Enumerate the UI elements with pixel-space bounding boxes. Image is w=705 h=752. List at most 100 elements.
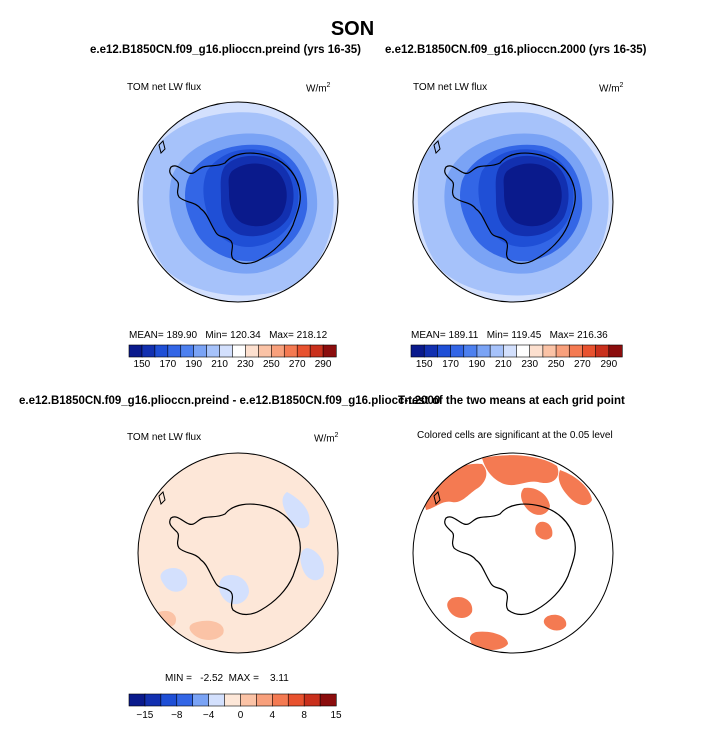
colorbar-tick-label: 270 (288, 359, 306, 370)
colorbar-tick-label: −15 (136, 710, 154, 721)
colorbar-swatch (608, 344, 623, 358)
panel2-units: W/m2 (599, 82, 624, 95)
colorbar-swatch (193, 344, 208, 358)
colorbar-swatch (568, 344, 584, 358)
colorbar-swatch (555, 344, 570, 358)
colorbar-swatch (167, 344, 182, 358)
panel3-coastline (169, 503, 301, 616)
panel3-colorbar-labels: −15 −8 −4 0 4 8 15 (129, 710, 341, 724)
panel3-map-border (137, 452, 339, 654)
panel4-sig-patch-6 (447, 596, 473, 618)
colorbar-swatch (303, 693, 321, 707)
colorbar-swatch (529, 344, 544, 358)
colorbar-tick-label: 4 (269, 710, 276, 721)
colorbar-swatch (309, 344, 324, 358)
panel3-neg-patch-3 (219, 574, 249, 605)
panel3-stats: MIN = -2.52 MAX = 3.11 (165, 673, 289, 684)
colorbar-swatch (144, 693, 162, 707)
panel1-field-core (228, 163, 287, 227)
colorbar-swatch (542, 344, 557, 358)
colorbar-tick-label: 270 (574, 359, 591, 370)
panel2-variable: TOM net LW flux (413, 82, 488, 93)
panel1-units: W/m2 (306, 82, 331, 95)
panel2-coast-fragment (433, 140, 441, 154)
colorbar-swatch (296, 344, 311, 358)
panel3-variable: TOM net LW flux (127, 432, 202, 443)
colorbar-swatch (595, 344, 610, 358)
colorbar-swatch (176, 693, 194, 707)
colorbar-tick-label: 150 (133, 359, 151, 370)
colorbar-swatch (180, 344, 195, 358)
colorbar-tick-label: −4 (202, 710, 215, 721)
colorbar-swatch (271, 344, 285, 358)
panel4-sig-patch-1 (422, 463, 487, 510)
colorbar-tick-label: 250 (547, 359, 565, 370)
colorbar-swatch (287, 693, 305, 707)
panel3-coast-fragment (158, 491, 166, 505)
colorbar-tick-label: 190 (185, 359, 203, 370)
colorbar-swatch (258, 344, 272, 358)
colorbar-tick-label: 0 (237, 710, 244, 721)
panel3-colorbar (128, 693, 337, 707)
panel1-variable: TOM net LW flux (127, 82, 202, 93)
panel4-title: T-test of the two means at each grid poi… (398, 395, 625, 407)
colorbar-swatch (240, 693, 257, 707)
colorbar-swatch (219, 344, 234, 358)
colorbar-tick-label: 230 (237, 359, 254, 370)
panel2-colorbar-labels: 150 170 190 210 230 250 270 290 (411, 359, 622, 373)
colorbar-swatch (516, 344, 531, 358)
colorbar-swatch (476, 344, 491, 358)
colorbar-tick-label: 230 (521, 359, 539, 370)
panel2-map (412, 101, 614, 303)
panel1-map-border (137, 101, 339, 303)
panel1-coastline (169, 152, 301, 265)
colorbar-swatch (256, 693, 273, 707)
colorbar-swatch (192, 693, 210, 707)
panel4-map-border (412, 452, 614, 654)
colorbar-swatch (463, 344, 478, 358)
colorbar-swatch (410, 344, 425, 358)
panel2-field-core (503, 163, 562, 227)
panel4-sig-patch-4 (558, 470, 592, 506)
panel2-title: e.e12.B1850CN.f09_g16.plioccn.2000 (yrs … (385, 44, 647, 56)
panel3-neg-patch-2 (300, 548, 325, 581)
panel3-map (137, 452, 339, 654)
panel2-coastline (444, 152, 576, 265)
panel3-units: W/m2 (314, 432, 339, 445)
panel4-sig-patch-7 (469, 631, 508, 650)
colorbar-swatch (322, 344, 337, 358)
panel4-sig-patch-8 (543, 614, 567, 631)
panel1-coast-fragment (158, 140, 166, 154)
colorbar-tick-label: 290 (314, 359, 332, 370)
colorbar-tick-label: 8 (301, 710, 307, 721)
panel2-map-border (412, 101, 614, 303)
panel1-colorbar-labels: 150 170 190 210 230 250 270 290 (129, 359, 336, 373)
colorbar-tick-label: 170 (442, 359, 459, 370)
colorbar-tick-label: 170 (159, 359, 177, 370)
colorbar-swatch (283, 344, 298, 358)
colorbar-tick-label: 250 (262, 359, 280, 370)
colorbar-swatch (232, 344, 247, 358)
panel1-map (137, 101, 339, 303)
colorbar-swatch (489, 344, 504, 358)
colorbar-swatch (245, 344, 259, 358)
figure-title: SON (330, 18, 375, 40)
panel2-colorbar (410, 344, 623, 358)
colorbar-swatch (128, 693, 146, 707)
panel1-colorbar (128, 344, 337, 358)
colorbar-swatch (206, 344, 221, 358)
panel2-stats: MEAN= 189.11 Min= 119.45 Max= 216.36 (411, 330, 608, 341)
colorbar-swatch (160, 693, 178, 707)
panel4-sig-patch-5 (535, 521, 553, 540)
colorbar-tick-label: 210 (494, 359, 512, 370)
colorbar-swatch (141, 344, 156, 358)
panel4-map (412, 452, 614, 654)
panel4-sig-patch-3 (521, 487, 550, 515)
panel1-title: e.e12.B1850CN.f09_g16.plioccn.preind (yr… (90, 44, 362, 56)
colorbar-swatch (128, 344, 143, 358)
colorbar-swatch (272, 693, 289, 707)
colorbar-swatch (224, 693, 242, 707)
colorbar-swatch (503, 344, 518, 358)
panel3-pos-patch-1 (189, 620, 224, 640)
panel4-coast-fragment (433, 491, 441, 505)
